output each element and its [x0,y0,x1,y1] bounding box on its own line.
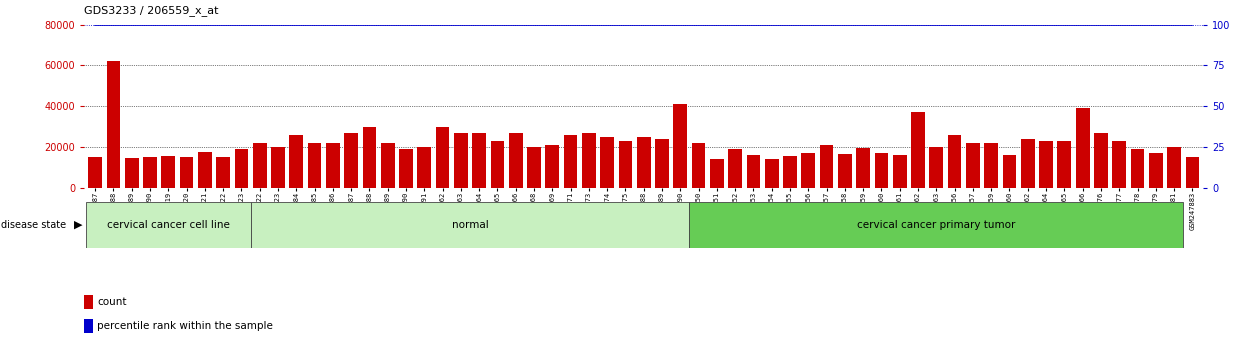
Bar [1057,141,1071,188]
Text: disease state: disease state [1,220,67,230]
Bar [984,143,998,188]
Bar [1167,147,1181,188]
Bar [271,147,285,188]
Bar [874,153,889,188]
Text: percentile rank within the sample: percentile rank within the sample [98,321,274,331]
Bar [144,158,157,188]
Bar [454,133,468,188]
Bar [161,156,175,188]
Bar [308,143,322,188]
Bar [711,159,724,188]
Bar [1076,108,1089,188]
Bar [546,145,560,188]
Bar [966,143,979,188]
Bar [1186,157,1200,188]
Bar [344,133,358,188]
Bar [381,143,395,188]
Bar [600,137,614,188]
Bar [363,127,376,188]
Bar [820,145,833,188]
Bar [619,141,633,188]
Bar [509,133,522,188]
Bar [1039,141,1054,188]
Text: count: count [98,297,126,307]
Bar [125,158,139,188]
Bar [1113,141,1127,188]
Bar [673,104,687,188]
Bar [948,135,962,188]
Text: GDS3233 / 206559_x_at: GDS3233 / 206559_x_at [84,5,219,16]
Bar [911,112,925,188]
Bar [253,143,266,188]
Bar [838,154,852,188]
Bar [106,62,120,188]
Bar [417,147,431,188]
Text: cervical cancer cell line: cervical cancer cell line [106,220,230,230]
Bar [473,133,487,188]
Bar [217,157,230,188]
Bar [1094,133,1108,188]
Bar [655,139,669,188]
Bar [84,295,94,309]
Bar [728,149,742,188]
Bar [747,155,760,188]
Bar [893,155,906,188]
Bar [250,202,690,248]
Bar [582,133,595,188]
Bar [765,159,779,188]
Bar [930,147,943,188]
Bar [1130,149,1144,188]
Bar [692,143,706,188]
Bar [84,319,94,333]
Bar [88,157,102,188]
Bar [490,141,504,188]
Bar [636,137,651,188]
Bar [180,157,193,188]
Bar [234,149,249,188]
Bar [1021,139,1035,188]
Bar [563,135,577,188]
Bar [1003,155,1016,188]
Bar [857,148,870,188]
Bar [399,149,413,188]
Text: normal: normal [452,220,489,230]
Text: cervical cancer primary tumor: cervical cancer primary tumor [857,220,1015,230]
Bar [1149,153,1162,188]
Bar [198,152,212,188]
Text: ▶: ▶ [74,220,83,230]
Bar [801,153,815,188]
Bar [290,135,303,188]
Bar [690,202,1184,248]
Bar [527,147,541,188]
Bar [326,143,339,188]
Bar [784,156,797,188]
Bar [85,202,250,248]
Bar [436,127,449,188]
